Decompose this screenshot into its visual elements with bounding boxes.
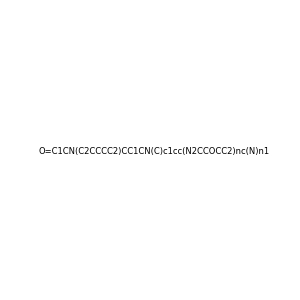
Text: O=C1CN(C2CCCC2)CC1CN(C)c1cc(N2CCOCC2)nc(N)n1: O=C1CN(C2CCCC2)CC1CN(C)c1cc(N2CCOCC2)nc(… [38,147,269,156]
